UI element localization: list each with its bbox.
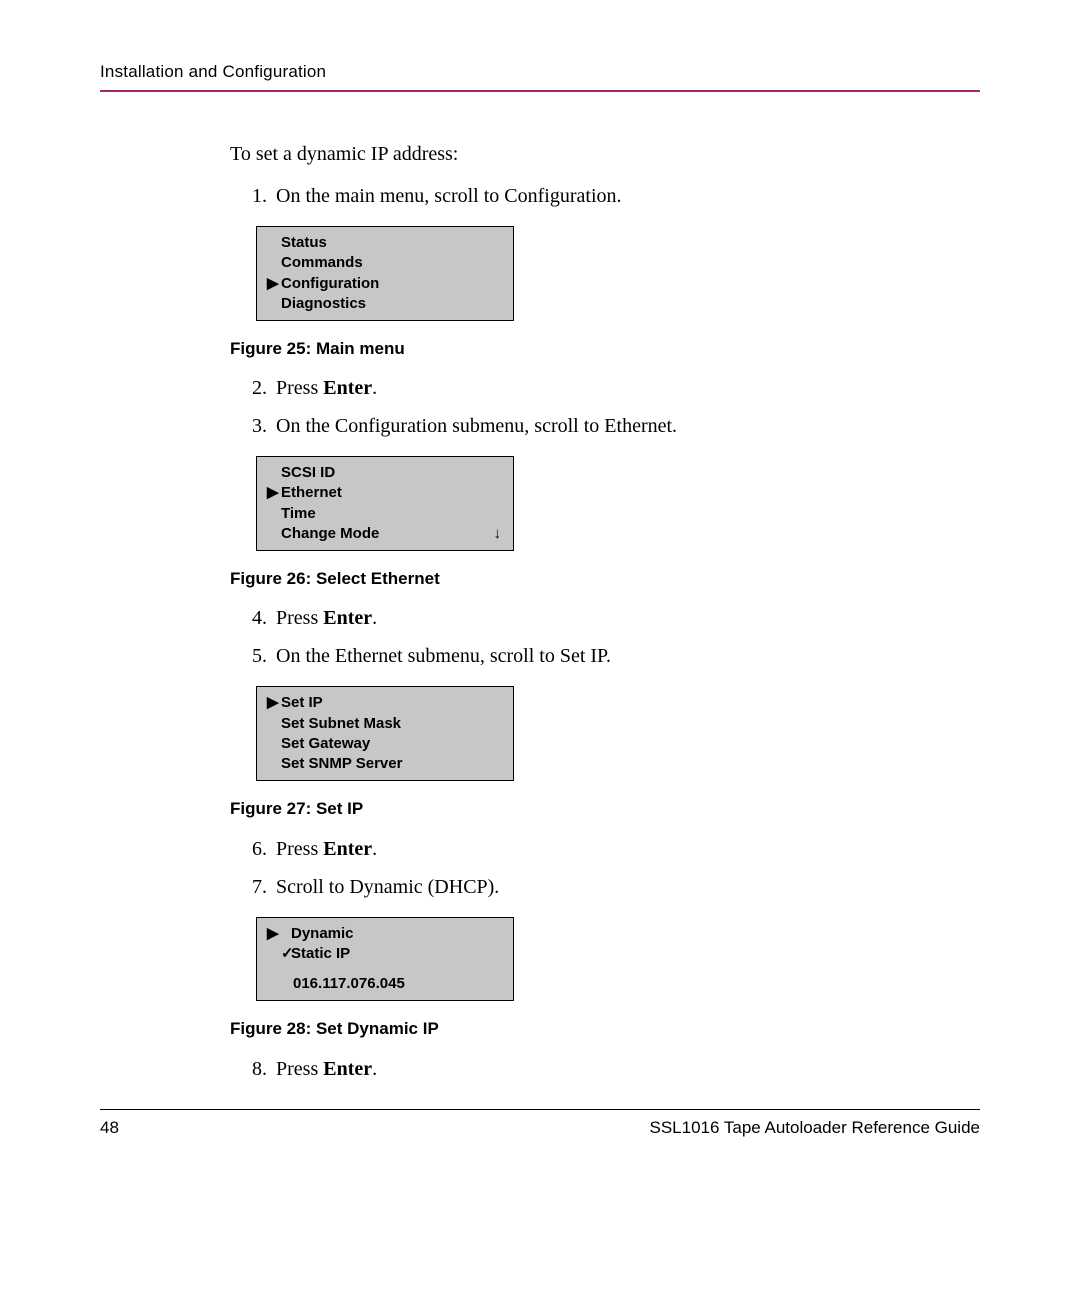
page-number: 48 <box>100 1118 119 1138</box>
header-rule <box>100 90 980 92</box>
intro-text: To set a dynamic IP address: <box>230 138 980 170</box>
step-list-2: Press Enter. On the Configuration submen… <box>230 372 980 442</box>
step-list-1: On the main menu, scroll to Configuratio… <box>230 180 980 212</box>
lcd-main-menu: Status Commands ▶ Configuration Diagnost… <box>256 226 514 321</box>
step-2: Press Enter. <box>272 372 980 404</box>
triangle-icon: ▶ <box>267 693 281 713</box>
content-body: To set a dynamic IP address: On the main… <box>230 138 980 1085</box>
lcd-row-selected: ▶ Set IP <box>267 693 503 713</box>
figure-caption-28: Figure 28: Set Dynamic IP <box>230 1015 980 1042</box>
triangle-icon: ▶ <box>267 924 281 944</box>
lcd-row-selected: ▶ Configuration <box>267 274 503 294</box>
lcd-row: Set Gateway <box>267 734 503 754</box>
lcd-config-menu: SCSI ID ▶ Ethernet Time Change Mode ↓ <box>256 456 514 551</box>
lcd-set-ip-menu: ▶ Dynamic ✓ Static IP 016.117.076.045 <box>256 917 514 1002</box>
check-icon: ✓ <box>281 944 291 964</box>
doc-title: SSL1016 Tape Autoloader Reference Guide <box>650 1118 981 1138</box>
figure-caption-26: Figure 26: Select Ethernet <box>230 565 980 592</box>
step-1: On the main menu, scroll to Configuratio… <box>272 180 980 212</box>
lcd-row-selected: ▶ Dynamic <box>267 924 503 944</box>
lcd-row: Set SNMP Server <box>267 754 503 774</box>
lcd-row-selected: ▶ Ethernet <box>267 483 503 503</box>
step-3: On the Configuration submenu, scroll to … <box>272 410 980 442</box>
lcd-row: SCSI ID <box>267 463 503 483</box>
lcd-ethernet-menu: ▶ Set IP Set Subnet Mask Set Gateway Set… <box>256 686 514 781</box>
step-6: Press Enter. <box>272 833 980 865</box>
lcd-row: Set Subnet Mask <box>267 714 503 734</box>
step-5: On the Ethernet submenu, scroll to Set I… <box>272 640 980 672</box>
step-list-4: Press Enter. Scroll to Dynamic (DHCP). <box>230 833 980 903</box>
step-7: Scroll to Dynamic (DHCP). <box>272 871 980 903</box>
page: Installation and Configuration To set a … <box>0 0 1080 1296</box>
lcd-row: Commands <box>267 253 503 273</box>
step-4: Press Enter. <box>272 602 980 634</box>
running-header: Installation and Configuration <box>100 62 980 82</box>
footer-rule <box>100 1109 980 1110</box>
triangle-icon: ▶ <box>267 274 281 294</box>
step-8: Press Enter. <box>272 1053 980 1085</box>
page-footer: 48 SSL1016 Tape Autoloader Reference Gui… <box>100 1109 980 1138</box>
lcd-row-checked: ✓ Static IP <box>267 944 503 964</box>
triangle-icon: ▶ <box>267 483 281 503</box>
step-list-5: Press Enter. <box>230 1053 980 1085</box>
lcd-row: Status <box>267 233 503 253</box>
step-list-3: Press Enter. On the Ethernet submenu, sc… <box>230 602 980 672</box>
figure-caption-27: Figure 27: Set IP <box>230 795 980 822</box>
figure-caption-25: Figure 25: Main menu <box>230 335 980 362</box>
lcd-row: Change Mode <box>267 524 503 544</box>
lcd-row: Diagnostics <box>267 294 503 314</box>
down-arrow-icon: ↓ <box>494 524 502 544</box>
lcd-row: Time <box>267 504 503 524</box>
lcd-ip-value: 016.117.076.045 <box>267 974 503 994</box>
